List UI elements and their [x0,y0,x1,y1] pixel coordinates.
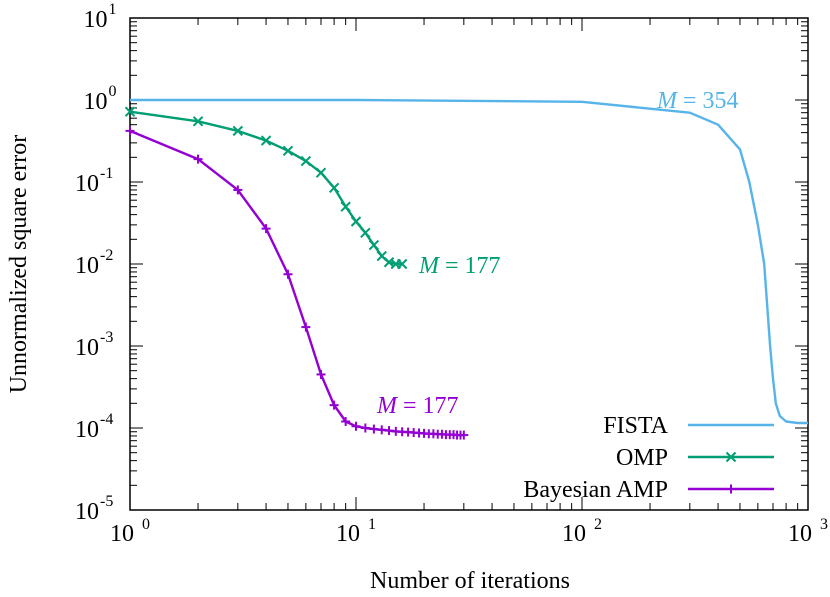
data-point [260,135,272,146]
x-tick-label: 10 [110,521,134,547]
data-point [350,216,362,227]
data-point [396,258,408,270]
curve-annotation: M = 177 [418,253,501,279]
y-tick-exponent: 1 [109,1,117,18]
annotation-value: = 177 [397,393,459,419]
data-point [340,201,351,212]
annotation-variable: M [418,253,441,279]
data-point [124,106,136,117]
legend: FISTA OMP Bayesian AMP [523,413,774,503]
series-fista [130,98,808,425]
legend-label: FISTA [603,413,668,439]
data-point [282,145,294,157]
y-tick-label: 10 [84,7,108,33]
data-point [360,227,371,239]
y-tick-exponent: -1 [100,165,113,182]
y-tick-label: 10 [75,335,99,361]
data-point [192,116,204,127]
series-bayesian-amp [125,126,469,440]
x-tick-exponent: 3 [820,516,828,533]
series-group [124,98,808,440]
series-line [130,98,808,425]
x-tick-exponent: 0 [142,516,150,533]
x-tick-label: 10 [788,521,812,547]
x-tick-label: 10 [336,521,360,547]
legend-marker [725,451,737,463]
series-line [129,129,464,437]
y-tick-label: 10 [84,89,108,115]
curve-annotation: M = 177 [376,393,459,419]
y-tick-label: 10 [75,171,99,197]
data-point [368,239,380,251]
x-tick-exponent: 1 [368,516,376,533]
legend-label: OMP [616,445,668,471]
annotation-value: = 354 [677,88,739,114]
y-axis-label: Unnormalized square error [6,135,32,394]
curve-annotation: M = 354 [656,88,739,114]
data-point [232,125,244,137]
data-point [315,167,327,178]
y-tick-label: 10 [75,499,99,525]
axes: 10 0 10 1 10 2 10 310 110 010 -110 -210 -310 -410 -5 [75,1,828,547]
data-point [300,155,312,167]
y-tick-exponent: 0 [109,83,117,100]
y-tick-exponent: -3 [100,329,113,346]
series-line [129,110,403,266]
annotation-variable: M [376,393,399,419]
series-omp [124,106,408,270]
data-point [376,250,387,262]
y-tick-exponent: -2 [100,247,113,264]
x-tick-label: 10 [562,521,586,547]
data-point [328,182,340,193]
y-tick-label: 10 [75,417,99,443]
legend-label: Bayesian AMP [523,477,668,503]
annotation-variable: M [656,88,679,114]
y-tick-exponent: -4 [100,411,113,428]
y-tick-label: 10 [75,253,99,279]
x-axis-label: Number of iterations [370,568,570,594]
y-tick-exponent: -5 [100,493,113,510]
annotation-value: = 177 [439,253,501,279]
x-tick-exponent: 2 [594,516,602,533]
